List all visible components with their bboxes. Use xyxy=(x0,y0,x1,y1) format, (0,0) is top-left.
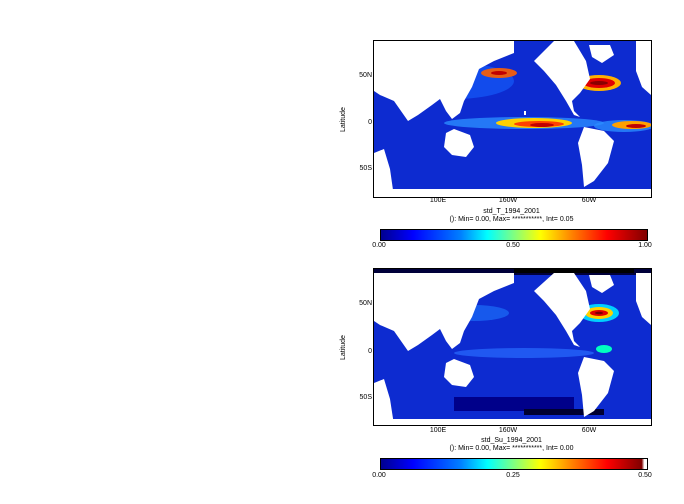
colorbar-tick-label: 0.25 xyxy=(506,472,520,479)
colorbar-tick-label: 1.00 xyxy=(638,242,652,249)
x-tick-label: 100E xyxy=(429,197,447,204)
colorbar-tick-label: 0.00 xyxy=(372,472,386,479)
x-tick-label: 160W xyxy=(498,197,518,204)
y-tick-label: 0 xyxy=(368,119,372,126)
temperature-std-map xyxy=(373,40,652,198)
y-axis-label: Latitude xyxy=(340,335,347,360)
chart-subtitle: (): Min= 0.00, Max= ***********, Int= 0.… xyxy=(449,216,574,223)
chart-title: std_Su_1994_2001 xyxy=(481,437,542,444)
colorbar-tick-label: 0.00 xyxy=(372,242,386,249)
colorbar-tick-label: 0.50 xyxy=(638,472,652,479)
y-tick-label: 50N xyxy=(359,300,372,307)
salinity-colorbar xyxy=(380,458,648,470)
temperature-std-panel: Latitude 50N 0 50S xyxy=(340,36,684,264)
chart-subtitle: (): Min= 0.00, Max= ***********, Int= 0.… xyxy=(449,445,574,452)
salinity-std-panel: Latitude 50N 0 50S xyxy=(340,264,684,496)
y-tick-label: 0 xyxy=(368,348,372,355)
y-tick-label: 50S xyxy=(359,394,372,401)
y-axis-label: Latitude xyxy=(340,107,347,132)
y-tick-label: 50S xyxy=(359,165,372,172)
y-tick-label: 50N xyxy=(359,72,372,79)
x-tick-label: 160W xyxy=(498,427,518,434)
chart-title: std_T_1994_2001 xyxy=(483,208,540,215)
x-tick-label: 60W xyxy=(581,427,597,434)
colorbar-tick-label: 0.50 xyxy=(506,242,520,249)
temperature-colorbar xyxy=(380,229,648,241)
x-tick-label: 100E xyxy=(429,427,447,434)
x-tick-label: 60W xyxy=(581,197,597,204)
salinity-std-map xyxy=(373,268,652,426)
